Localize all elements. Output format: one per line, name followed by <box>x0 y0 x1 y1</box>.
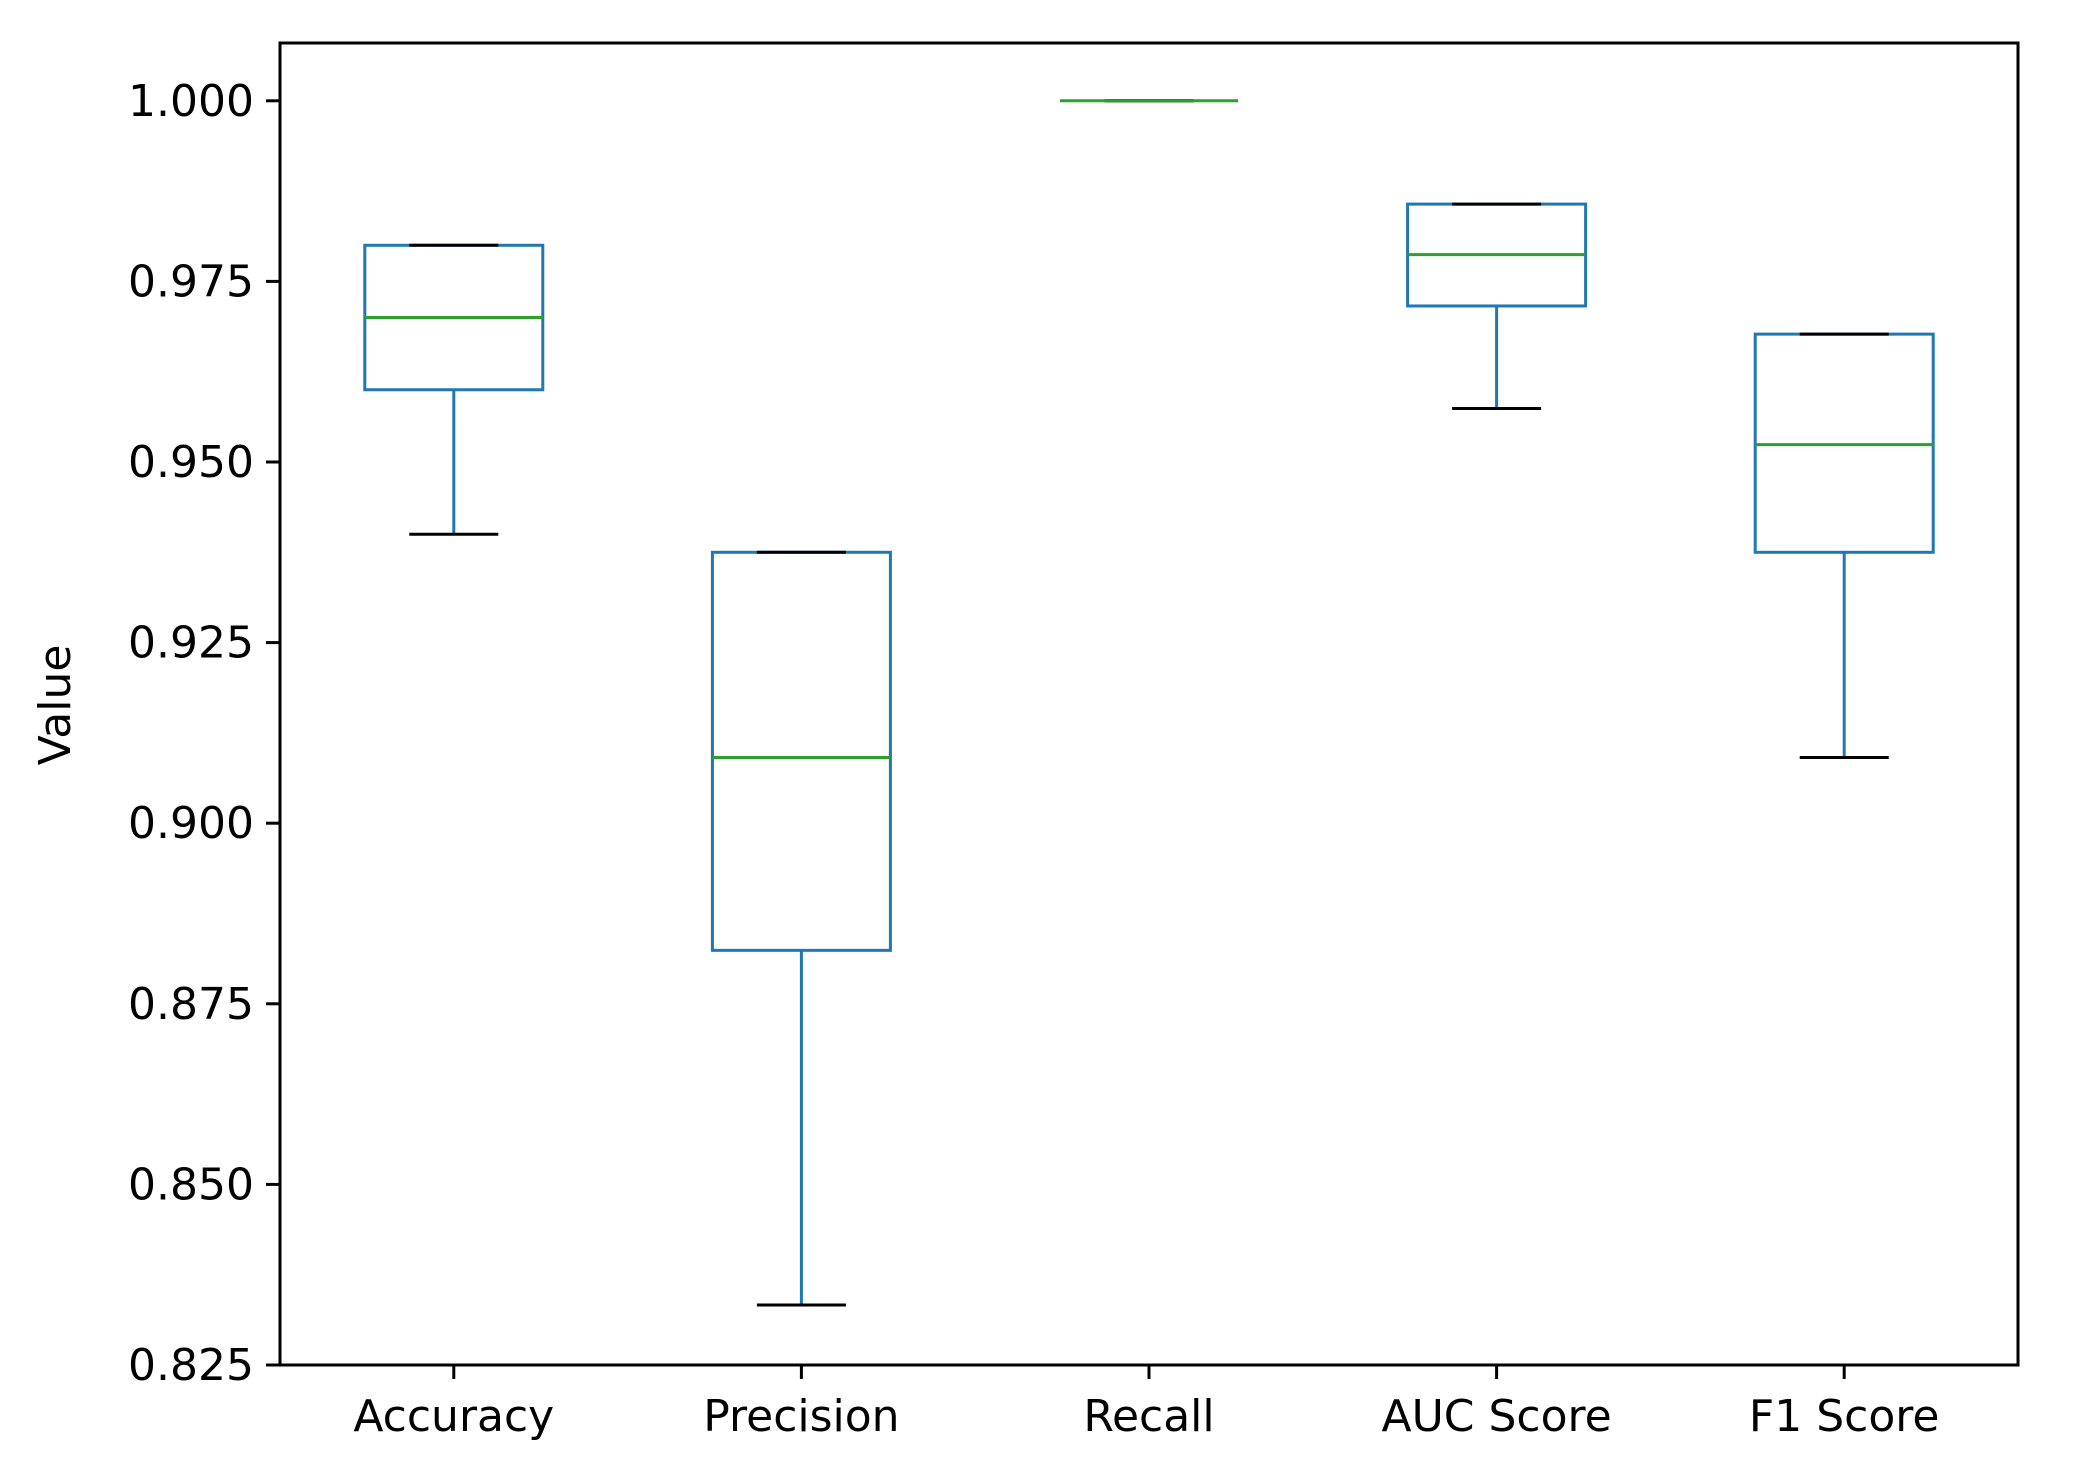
box-iqr <box>710 550 892 952</box>
x-tick-label: AUC Score <box>1381 1391 1611 1442</box>
plot-frame <box>278 41 2020 1367</box>
y-tick-label: 0.850 <box>128 1159 254 1210</box>
box-f1-score <box>1753 332 1935 759</box>
box-accuracy <box>363 243 545 536</box>
y-tick-label: 0.875 <box>128 979 254 1030</box>
x-tick-label: Accuracy <box>353 1391 554 1442</box>
box-auc-score <box>1406 202 1588 411</box>
y-tick-label: 1.000 <box>128 76 254 127</box>
x-tick-label: F1 Score <box>1749 1391 1940 1442</box>
y-tick-label: 0.925 <box>128 618 254 669</box>
y-tick-label: 0.975 <box>128 256 254 307</box>
boxes <box>363 99 1935 1307</box>
y-tick-label: 0.825 <box>128 1340 254 1391</box>
y-tick-label: 0.900 <box>128 798 254 849</box>
x-tick-label: Recall <box>1083 1391 1214 1442</box>
box-precision <box>710 550 892 1307</box>
y-axis-label: Value <box>30 645 81 766</box>
y-axis-label-group: Value <box>30 645 81 766</box>
y-tick-label: 0.950 <box>128 437 254 488</box>
x-tick-label: Precision <box>703 1391 899 1442</box>
y-axis-ticks: 0.825 0.850 0.875 0.900 0.925 0.950 0.975 1.000 <box>128 76 280 1391</box>
x-axis-ticks: Accuracy Precision Recall AUC Score F1 Score <box>353 1365 1939 1442</box>
